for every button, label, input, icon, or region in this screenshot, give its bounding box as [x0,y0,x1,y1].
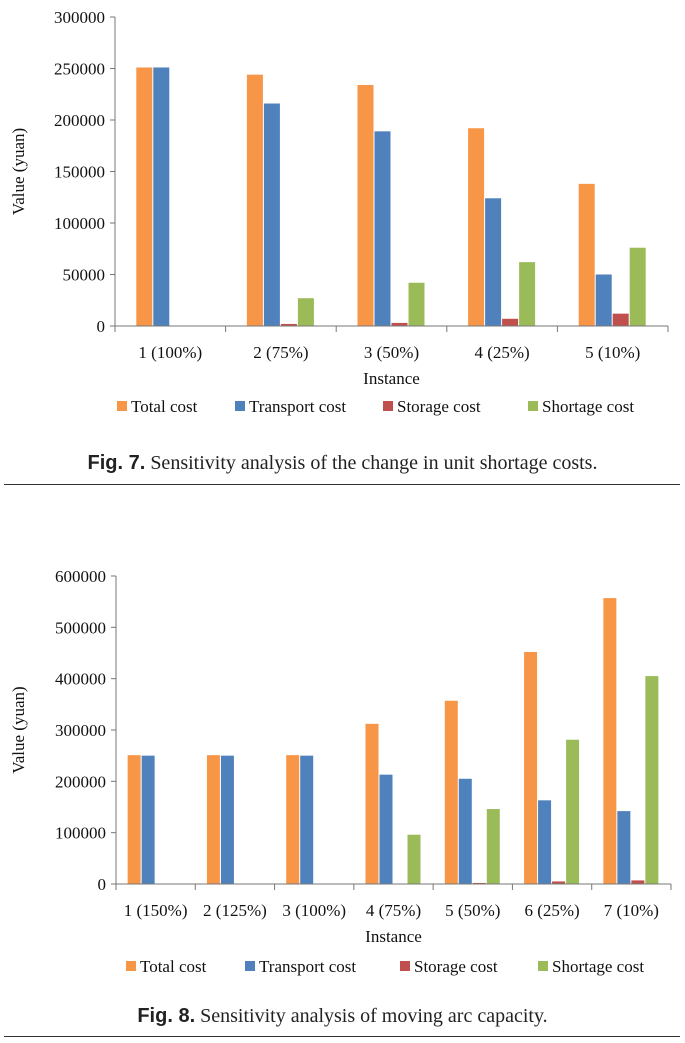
y-tick-label: 400000 [55,670,106,689]
bar-total-cost [206,755,220,884]
x-category-label: 5 (50%) [445,901,500,920]
x-category-label: 1 (100%) [138,343,202,362]
legend-label: Shortage cost [552,957,644,976]
legend-label: Total cost [140,957,207,976]
legend-label: Total cost [131,397,198,416]
legend-swatch [235,401,245,411]
caption-text: Sensitivity analysis of moving arc capac… [195,1005,548,1027]
bar-storage-cost [472,882,486,884]
bar-shortage-cost [486,809,500,884]
x-category-label: 2 (125%) [203,901,267,920]
x-category-label: 6 (25%) [524,901,579,920]
legend-label: Storage cost [414,957,498,976]
y-tick-label: 0 [97,317,106,336]
bar-total-cost [524,651,538,884]
bar-transport-cost [141,755,155,884]
x-category-label: 7 (10%) [604,901,659,920]
bar-storage-cost [391,322,408,326]
bar-shortage-cost [645,676,659,884]
y-tick-label: 50000 [63,266,106,285]
legend-swatch [126,961,136,971]
figure-caption-fig7: Fig. 7. Sensitivity analysis of the chan… [0,452,685,475]
bar-shortage-cost [519,262,536,326]
caption-rule [4,484,680,485]
bar-transport-cost [263,103,280,327]
x-category-label: 1 (150%) [124,901,188,920]
legend-swatch [538,961,548,971]
bar-total-cost [468,128,485,326]
bar-total-cost [578,183,595,326]
caption-label: Fig. 8. [137,1005,196,1027]
bar-storage-cost [502,318,519,326]
y-tick-label: 600000 [55,567,106,586]
y-tick-label: 300000 [55,721,106,740]
bar-transport-cost [153,67,170,326]
x-category-label: 3 (100%) [282,901,346,920]
bar-total-cost [365,723,379,884]
bar-storage-cost [552,881,566,884]
bar-total-cost [127,755,141,884]
x-category-label: 4 (25%) [474,343,529,362]
y-tick-label: 150000 [54,163,105,182]
legend-swatch [245,961,255,971]
legend-swatch [400,961,410,971]
y-tick-label: 200000 [54,111,105,130]
y-axis-title: Value (yuan) [9,686,28,773]
bar-total-cost [357,84,374,326]
legend-swatch [528,401,538,411]
bar-storage-cost [280,323,297,326]
legend-label: Transport cost [249,397,346,416]
x-axis-title: Instance [363,369,420,388]
bar-storage-cost [631,880,645,884]
x-category-label: 4 (75%) [366,901,421,920]
x-category-label: 2 (75%) [253,343,308,362]
bar-shortage-cost [629,247,646,326]
y-tick-label: 250000 [54,60,105,79]
bar-transport-cost [595,274,612,326]
bar-shortage-cost [297,298,314,326]
bar-shortage-cost [408,282,425,326]
bar-transport-cost [458,778,472,884]
x-axis-title: Instance [365,927,422,946]
legend-label: Storage cost [397,397,481,416]
x-category-label: 3 (50%) [364,343,419,362]
legend-swatch [117,401,127,411]
y-axis-title: Value (yuan) [9,128,28,215]
bar-transport-cost [538,800,552,884]
caption-label: Fig. 7. [87,452,146,474]
x-category-label: 5 (10%) [585,343,640,362]
legend-label: Shortage cost [542,397,634,416]
bar-transport-cost [374,131,391,326]
caption-text: Sensitivity analysis of the change in un… [145,452,598,474]
y-tick-label: 0 [98,875,107,894]
bar-total-cost [603,598,617,884]
y-tick-label: 100000 [55,824,106,843]
y-tick-label: 100000 [54,214,105,233]
bar-transport-cost [220,755,234,884]
caption-rule [4,1036,680,1037]
legend-label: Transport cost [259,957,356,976]
bar-total-cost [444,700,458,884]
bar-shortage-cost [407,834,421,884]
bar-shortage-cost [566,739,580,884]
bar-storage-cost [612,313,629,326]
bar-total-cost [286,755,300,884]
chart-fig8: 0 100000 200000 300000 400000 500000 600000 1 (… [9,567,672,976]
bar-total-cost [136,67,153,326]
legend-swatch [383,401,393,411]
chart-fig7: 0 50000 100000 150000 200000 250000 300000 1 (1… [9,8,669,416]
y-tick-label: 200000 [55,772,106,791]
bar-total-cost [246,74,263,327]
bar-transport-cost [300,755,314,884]
bar-transport-cost [617,811,631,884]
y-tick-label: 300000 [54,8,105,27]
figure-caption-fig8: Fig. 8. Sensitivity analysis of moving a… [0,1005,685,1028]
bar-transport-cost [379,774,393,884]
bar-transport-cost [485,198,502,326]
y-tick-label: 500000 [55,618,106,637]
